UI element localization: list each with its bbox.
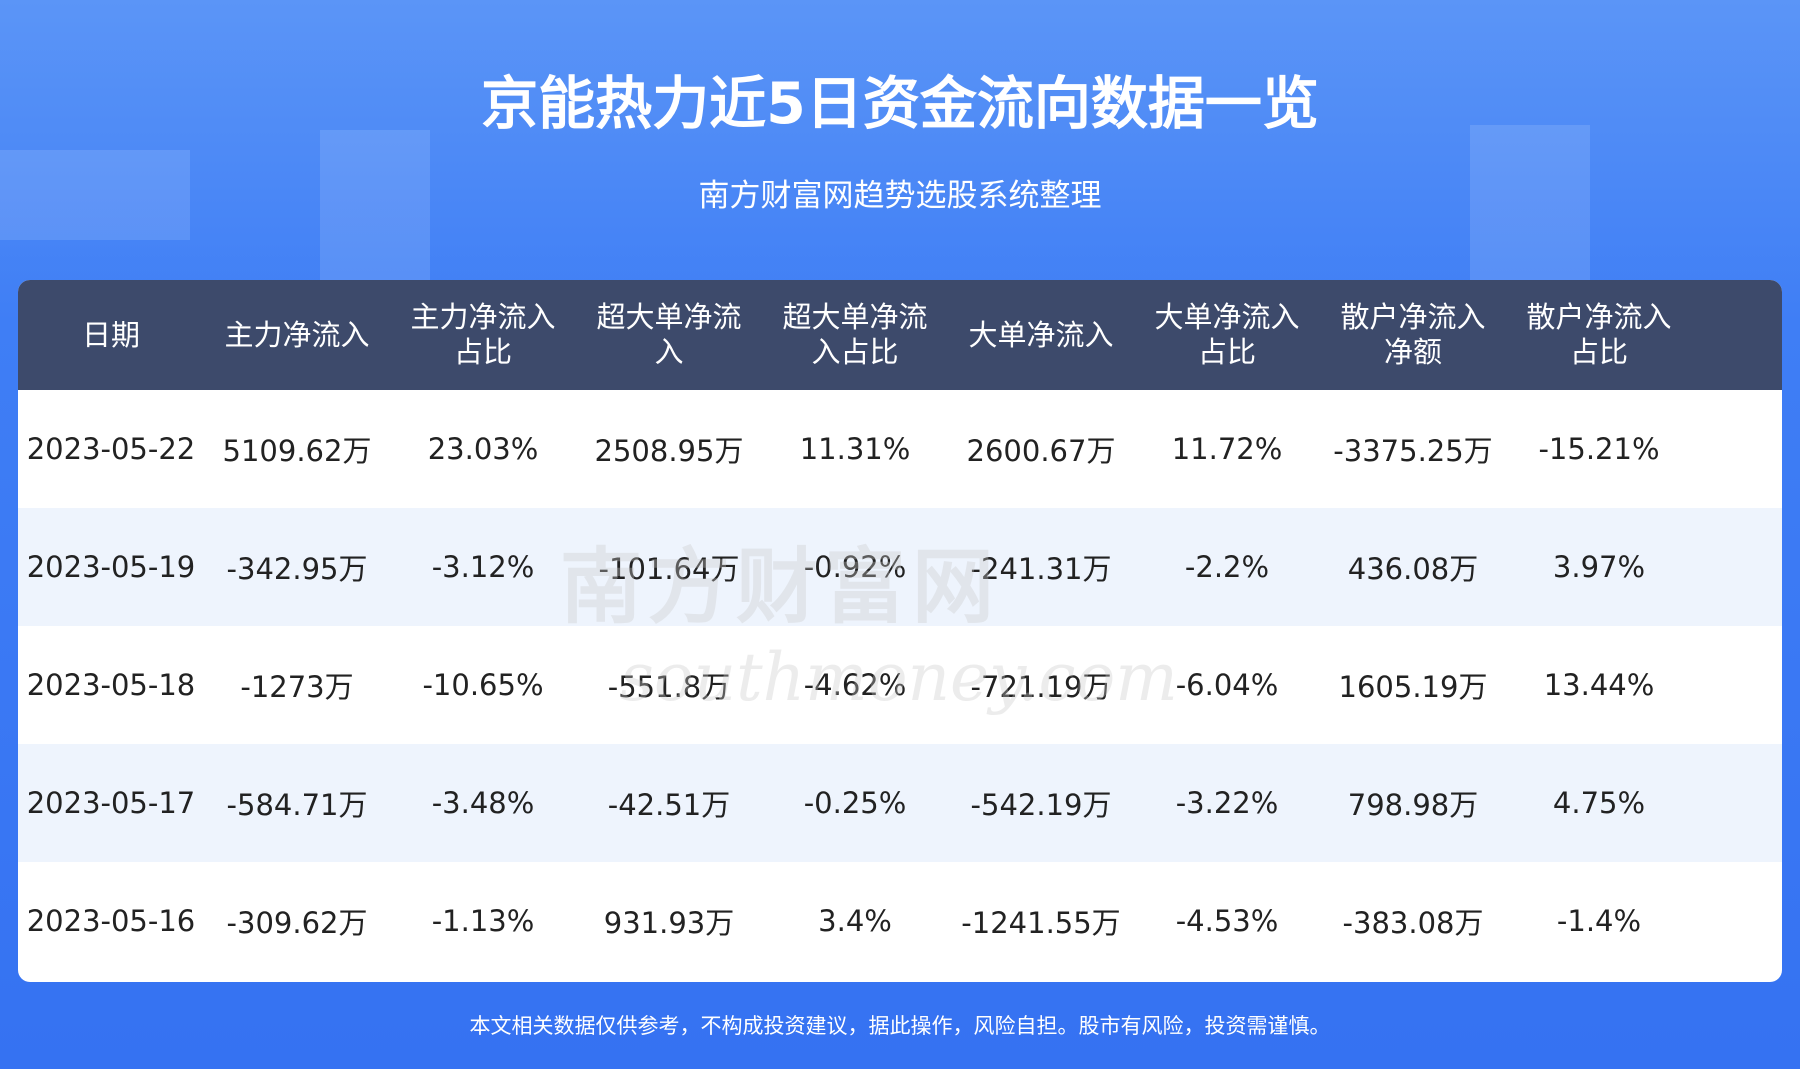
decoration bbox=[0, 150, 190, 240]
table-cell: -4.53% bbox=[1175, 904, 1279, 938]
table-cell: 2023-05-18 bbox=[26, 668, 196, 702]
table: 日期 主力净流入 主力净流入占比 超大单净流入 超大单净流入占比 大单净流入 大单净流入占比… bbox=[18, 280, 1782, 982]
header-text: 散户净流入占比 bbox=[1526, 300, 1672, 369]
table-cell: 3.97% bbox=[1552, 550, 1646, 584]
table-cell: -42.51万 bbox=[607, 788, 731, 822]
table-cell: 2023-05-17 bbox=[26, 786, 196, 820]
table-cell: -0.92% bbox=[803, 550, 907, 584]
table-cell: -383.08万 bbox=[1342, 906, 1484, 940]
table-body: 2023-05-22 5109.62万 23.03% 2508.95万 11.31% 26… bbox=[18, 390, 1782, 980]
table-cell: 11.31% bbox=[799, 432, 911, 466]
table-cell: 2023-05-19 bbox=[26, 550, 196, 584]
table-cell: -2.2% bbox=[1184, 550, 1270, 584]
table-cell: -3.22% bbox=[1175, 786, 1279, 820]
header-text: 日期 bbox=[81, 317, 140, 352]
header-cell: 超大单净流入 bbox=[576, 280, 762, 390]
table-row: 2023-05-22 5109.62万 23.03% 2508.95万 11.31% 26… bbox=[18, 390, 1782, 508]
header-text: 主力净流入占比 bbox=[410, 300, 556, 369]
decoration bbox=[320, 130, 430, 280]
table-cell: 11.72% bbox=[1171, 432, 1283, 466]
table-cell: -309.62万 bbox=[226, 906, 368, 940]
table-cell: 1605.19万 bbox=[1338, 670, 1488, 704]
table-cell: -10.65% bbox=[422, 668, 544, 702]
decoration bbox=[1470, 125, 1590, 280]
header-cell: 大单净流入占比 bbox=[1134, 280, 1320, 390]
table-cell: -584.71万 bbox=[226, 788, 368, 822]
header-text: 散户净流入净额 bbox=[1340, 300, 1486, 369]
table-cell: -4.62% bbox=[803, 668, 907, 702]
disclaimer: 本文相关数据仅供参考，不构成投资建议，据此操作，风险自担。股市有风险，投资需谨慎… bbox=[469, 1014, 1331, 1038]
table-cell: 13.44% bbox=[1543, 668, 1655, 702]
header-cell: 大单净流入 bbox=[948, 280, 1134, 390]
table-cell: 5109.62万 bbox=[222, 434, 372, 468]
table-header: 日期 主力净流入 主力净流入占比 超大单净流入 超大单净流入占比 大单净流入 大单净流入占比… bbox=[18, 280, 1782, 390]
table-cell: 931.93万 bbox=[603, 906, 735, 940]
table-cell: -1273万 bbox=[240, 670, 354, 704]
header-cell: 超大单净流入占比 bbox=[762, 280, 948, 390]
table-cell: -101.64万 bbox=[598, 552, 740, 586]
header-cell: 主力净流入占比 bbox=[390, 280, 576, 390]
table-cell: -15.21% bbox=[1538, 432, 1660, 466]
table-cell: 3.4% bbox=[818, 904, 892, 938]
table-cell: -342.95万 bbox=[226, 552, 368, 586]
header-text: 大单净流入 bbox=[968, 317, 1114, 352]
table-cell: -542.19万 bbox=[970, 788, 1112, 822]
table-cell: 23.03% bbox=[427, 432, 539, 466]
table-cell: -3.12% bbox=[431, 550, 535, 584]
table-cell: -1241.55万 bbox=[961, 906, 1121, 940]
header-cell: 散户净流入净额 bbox=[1320, 280, 1506, 390]
subtitle: 南方财富网趋势选股系统整理 bbox=[698, 178, 1102, 214]
table-cell: -1.13% bbox=[431, 904, 535, 938]
table-row: 2023-05-19 -342.95万 -3.12% -101.64万 -0.92% -2… bbox=[18, 508, 1782, 626]
header-cell: 主力净流入 bbox=[204, 280, 390, 390]
header-text: 超大单净流入 bbox=[596, 300, 742, 369]
table-cell: -6.04% bbox=[1175, 668, 1279, 702]
title: 京能热力近5日资金流向数据一览 bbox=[481, 71, 1319, 137]
table-row: 2023-05-18 -1273万 -10.65% -551.8万 -4.62% -721… bbox=[18, 626, 1782, 744]
header-text: 大单净流入占比 bbox=[1154, 300, 1300, 369]
table-cell: 2023-05-22 bbox=[26, 432, 196, 466]
table-row: 2023-05-17 -584.71万 -3.48% -42.51万 -0.25% -54… bbox=[18, 744, 1782, 862]
table-cell: 798.98万 bbox=[1347, 788, 1479, 822]
table-cell: -3.48% bbox=[431, 786, 535, 820]
header-text: 超大单净流入占比 bbox=[782, 300, 928, 369]
table-cell: 2023-05-16 bbox=[26, 904, 196, 938]
header-text: 主力净流入 bbox=[224, 317, 370, 352]
table-row: 2023-05-16 -309.62万 -1.13% 931.93万 3.4% -1241… bbox=[18, 862, 1782, 980]
table-cell: -721.19万 bbox=[970, 670, 1112, 704]
table-cell: 436.08万 bbox=[1347, 552, 1479, 586]
table-cell: 2508.95万 bbox=[594, 434, 744, 468]
header-cell: 日期 bbox=[18, 280, 204, 390]
header-cell: 散户净流入占比 bbox=[1506, 280, 1692, 390]
table-cell: -3375.25万 bbox=[1333, 434, 1493, 468]
table-cell: -551.8万 bbox=[607, 670, 731, 704]
table-cell: -0.25% bbox=[803, 786, 907, 820]
table-cell: -241.31万 bbox=[970, 552, 1112, 586]
table-cell: -1.4% bbox=[1556, 904, 1642, 938]
table-cell: 4.75% bbox=[1552, 786, 1646, 820]
table-cell: 2600.67万 bbox=[966, 434, 1116, 468]
